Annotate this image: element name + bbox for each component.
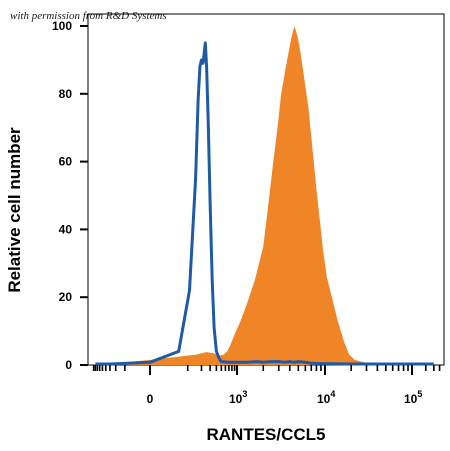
- x-tick-label: 0: [147, 392, 154, 406]
- series-layer: [95, 26, 434, 366]
- x-axis-tick-labels: 0 103 104 105: [147, 389, 423, 406]
- y-tick-label: 20: [59, 290, 73, 304]
- y-axis-tick-labels: 0 20 40 60 80 100: [52, 19, 72, 372]
- series-outline-histogram: [95, 41, 434, 366]
- y-tick-label: 0: [65, 358, 72, 372]
- y-tick-label: 60: [59, 155, 73, 169]
- x-axis-ticks: [92, 365, 441, 375]
- series-filled-histogram: [95, 26, 434, 365]
- y-axis-label: Relative cell number: [5, 127, 24, 293]
- x-axis-label: RANTES/CCL5: [206, 425, 325, 444]
- x-tick-label: 105: [404, 389, 422, 406]
- y-axis-ticks: [80, 25, 88, 366]
- y-tick-label: 40: [59, 222, 73, 236]
- x-tick-label: 103: [229, 389, 247, 406]
- y-tick-label: 100: [52, 19, 72, 33]
- y-tick-label: 80: [59, 87, 73, 101]
- x-tick-label: 104: [317, 389, 335, 406]
